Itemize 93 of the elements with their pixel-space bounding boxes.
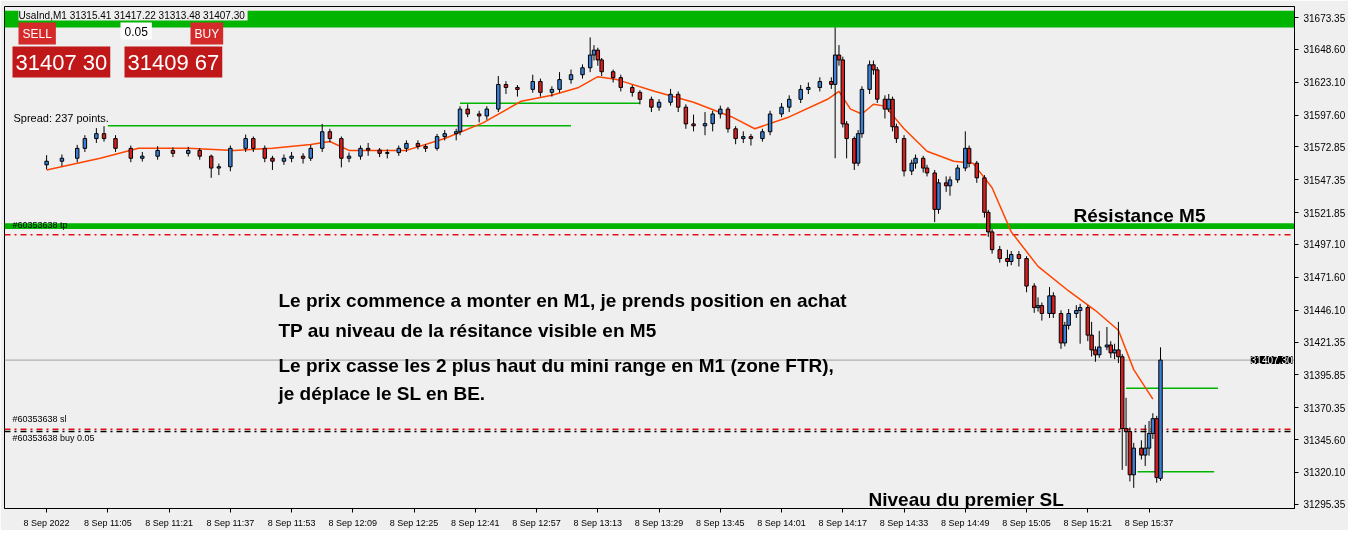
- chart-title: UsaInd,M1 31315.41 31417.22 31313.48 31407.30: [18, 9, 246, 21]
- candlestick: [1104, 326, 1110, 351]
- x-tick-label: 8 Sep 14:01: [757, 517, 806, 528]
- y-tick-label: 31295.35: [1303, 499, 1346, 511]
- candlestick: [538, 78, 543, 98]
- candlestick: [59, 154, 65, 167]
- y-tick-label: 31320.10: [1303, 467, 1346, 479]
- x-tick-label: 8 Sep 11:53: [267, 517, 316, 528]
- annotation: je déplace le SL en BE.: [277, 382, 486, 404]
- candlestick: [457, 105, 463, 136]
- candlestick: [656, 98, 662, 112]
- candlestick: [748, 133, 754, 147]
- annotation: SELL: [22, 26, 53, 41]
- x-tick-label: 8 Sep 15:05: [1002, 517, 1051, 528]
- y-tick-label: 31572.85: [1303, 142, 1346, 153]
- x-tick-label: 8 Sep 15:37: [1124, 517, 1174, 528]
- y-tick-label: 31421.35: [1303, 337, 1346, 348]
- candlestick: [530, 74, 535, 94]
- candlestick: [319, 123, 325, 153]
- y-tick-label: 31623.10: [1303, 77, 1346, 89]
- x-tick-label: 8 Sep 13:29: [634, 517, 684, 528]
- y-tick-label: 31648.60: [1303, 44, 1346, 56]
- candlestick: [281, 154, 287, 166]
- candlestick: [1031, 282, 1037, 314]
- x-tick-label: 8 Sep 15:21: [1063, 517, 1113, 528]
- y-tick-label: 31446.10: [1303, 305, 1346, 317]
- x-tick-label: 8 Sep 13:45: [696, 517, 745, 528]
- annotation: Résistance M5: [1073, 204, 1206, 226]
- y-tick-label: 31395.85: [1303, 369, 1346, 381]
- y-tick-label: 31547.35: [1303, 174, 1346, 186]
- x-tick-label: 8 Sep 2022: [23, 517, 70, 528]
- candlestick: [683, 103, 689, 130]
- y-tick-label: 31521.85: [1303, 207, 1346, 219]
- x-tick-label: 8 Sep 12:41: [451, 517, 500, 528]
- candlestick: [767, 110, 773, 136]
- candlestick: [503, 80, 509, 95]
- ref-line-label: #60353638 tp: [12, 219, 68, 230]
- y-tick-label: 31497.10: [1303, 239, 1346, 251]
- annotation: BUY: [194, 26, 220, 41]
- annotation: 31407 30: [15, 49, 108, 75]
- candlestick: [710, 110, 715, 132]
- candlestick: [963, 130, 968, 172]
- ref-line-label: 31407.30: [1250, 355, 1293, 367]
- candlestick: [1051, 291, 1056, 319]
- x-tick-label: 8 Sep 11:21: [145, 517, 194, 528]
- candlestick: [568, 69, 574, 85]
- x-tick-label: 8 Sep 14:17: [818, 517, 868, 528]
- x-tick-label: 8 Sep 12:57: [512, 517, 561, 528]
- candlestick: [1047, 286, 1052, 319]
- annotation: Le prix commence a monter en M1, je prends position en achat: [278, 289, 848, 311]
- candlestick: [415, 139, 421, 150]
- candlestick: [1097, 330, 1102, 359]
- candlestick: [208, 154, 214, 179]
- candlestick: [966, 145, 972, 168]
- x-tick-label: 8 Sep 12:25: [389, 517, 439, 528]
- y-tick-label: 31673.35: [1303, 12, 1346, 24]
- candlestick: [798, 84, 803, 104]
- candlestick: [725, 106, 731, 134]
- annotation: 0.05: [124, 24, 149, 39]
- x-tick-label: 8 Sep 11:37: [206, 517, 255, 528]
- candlestick: [702, 111, 708, 136]
- x-tick-label: 8 Sep 13:13: [573, 517, 623, 528]
- ref-line-label: #60353638 sl: [12, 414, 67, 425]
- x-tick-label: 8 Sep 14:33: [879, 517, 929, 528]
- candlestick: [974, 160, 980, 184]
- x-tick-label: 8 Sep 11:05: [83, 517, 132, 528]
- x-tick-label: 8 Sep 12:09: [328, 517, 378, 528]
- candlestick: [170, 146, 176, 158]
- annotation: Spread: 237 points.: [13, 111, 109, 124]
- candlestick: [549, 85, 555, 98]
- candlestick: [1016, 250, 1022, 268]
- annotation: 31409 67: [127, 49, 220, 75]
- candlestick: [733, 125, 738, 145]
- annotation: Le prix casse les 2 plus haut du mini range en M1 (zone FTR),: [278, 354, 834, 376]
- candlestick: [587, 36, 593, 73]
- candlestick: [101, 125, 107, 143]
- y-tick-label: 31597.60: [1303, 110, 1346, 122]
- candlestick: [346, 152, 352, 163]
- candlestick: [216, 163, 222, 176]
- candlestick: [675, 90, 681, 113]
- y-tick-label: 31471.60: [1303, 272, 1346, 284]
- ref-line-label: #60353638 buy 0.05: [12, 432, 95, 443]
- y-tick-label: 31345.60: [1303, 434, 1346, 446]
- candlestick: [365, 142, 371, 157]
- candlestick: [955, 164, 960, 184]
- candlestick: [557, 71, 562, 94]
- annotation: TP au niveau de la résitance visible en M5: [278, 319, 657, 341]
- candlestick: [228, 145, 233, 172]
- candlestick: [300, 152, 306, 165]
- candlestick: [339, 136, 344, 168]
- y-tick-label: 31370.35: [1303, 402, 1346, 414]
- x-tick-label: 8 Sep 14:49: [941, 517, 990, 528]
- candlestick: [1139, 439, 1144, 461]
